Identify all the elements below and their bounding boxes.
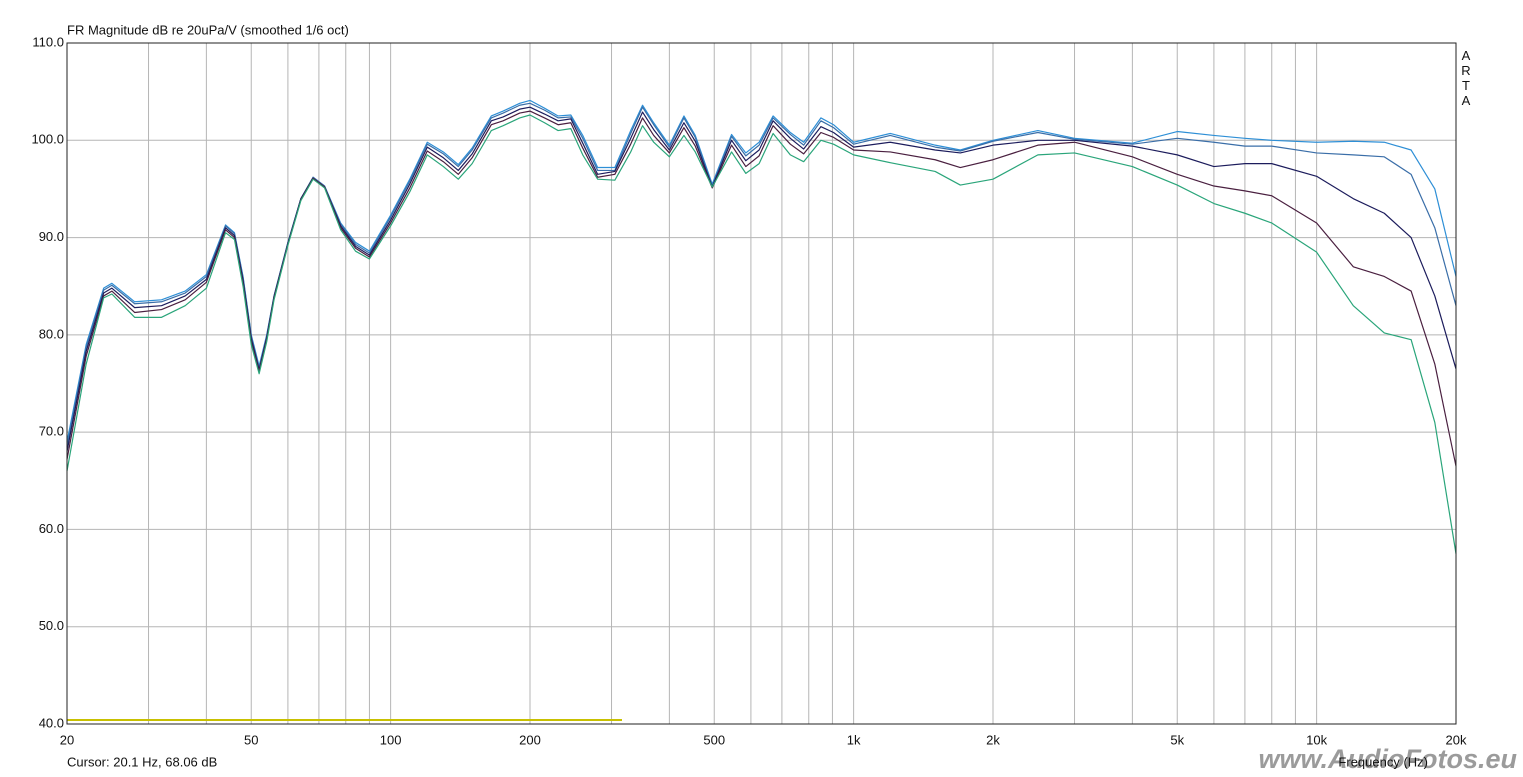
x-tick-label: 20 <box>60 732 74 747</box>
x-tick-label: 500 <box>703 732 725 747</box>
y-tick-label: 90.0 <box>39 229 64 244</box>
x-axis-label: Frequency (Hz) <box>1338 754 1428 769</box>
x-tick-label: 2k <box>986 732 1000 747</box>
chart-title: FR Magnitude dB re 20uPa/V (smoothed 1/6… <box>67 22 349 37</box>
y-tick-label: 40.0 <box>39 715 64 730</box>
x-tick-label: 10k <box>1306 732 1327 747</box>
y-tick-label: 80.0 <box>39 326 64 341</box>
y-tick-label: 70.0 <box>39 424 64 439</box>
series-line <box>66 114 1457 554</box>
x-tick-label: 20k <box>1446 732 1467 747</box>
y-tick-label: 60.0 <box>39 521 64 536</box>
x-tick-label: 5k <box>1170 732 1184 747</box>
watermark: www.AudioFotos.eu <box>1259 744 1518 774</box>
side-label: ARTA <box>1459 48 1474 108</box>
x-tick-label: 200 <box>519 732 541 747</box>
cursor-text: Cursor: 20.1 Hz, 68.06 dB <box>67 754 217 769</box>
lines <box>66 99 1457 554</box>
y-tick-label: 110.0 <box>32 34 64 49</box>
x-tick-label: 50 <box>244 732 258 747</box>
x-tick-label: 1k <box>847 732 861 747</box>
y-tick-label: 100.0 <box>31 132 64 147</box>
x-tick-label: 100 <box>380 732 402 747</box>
plot-frame <box>66 42 1457 725</box>
y-tick-label: 50.0 <box>39 618 64 633</box>
